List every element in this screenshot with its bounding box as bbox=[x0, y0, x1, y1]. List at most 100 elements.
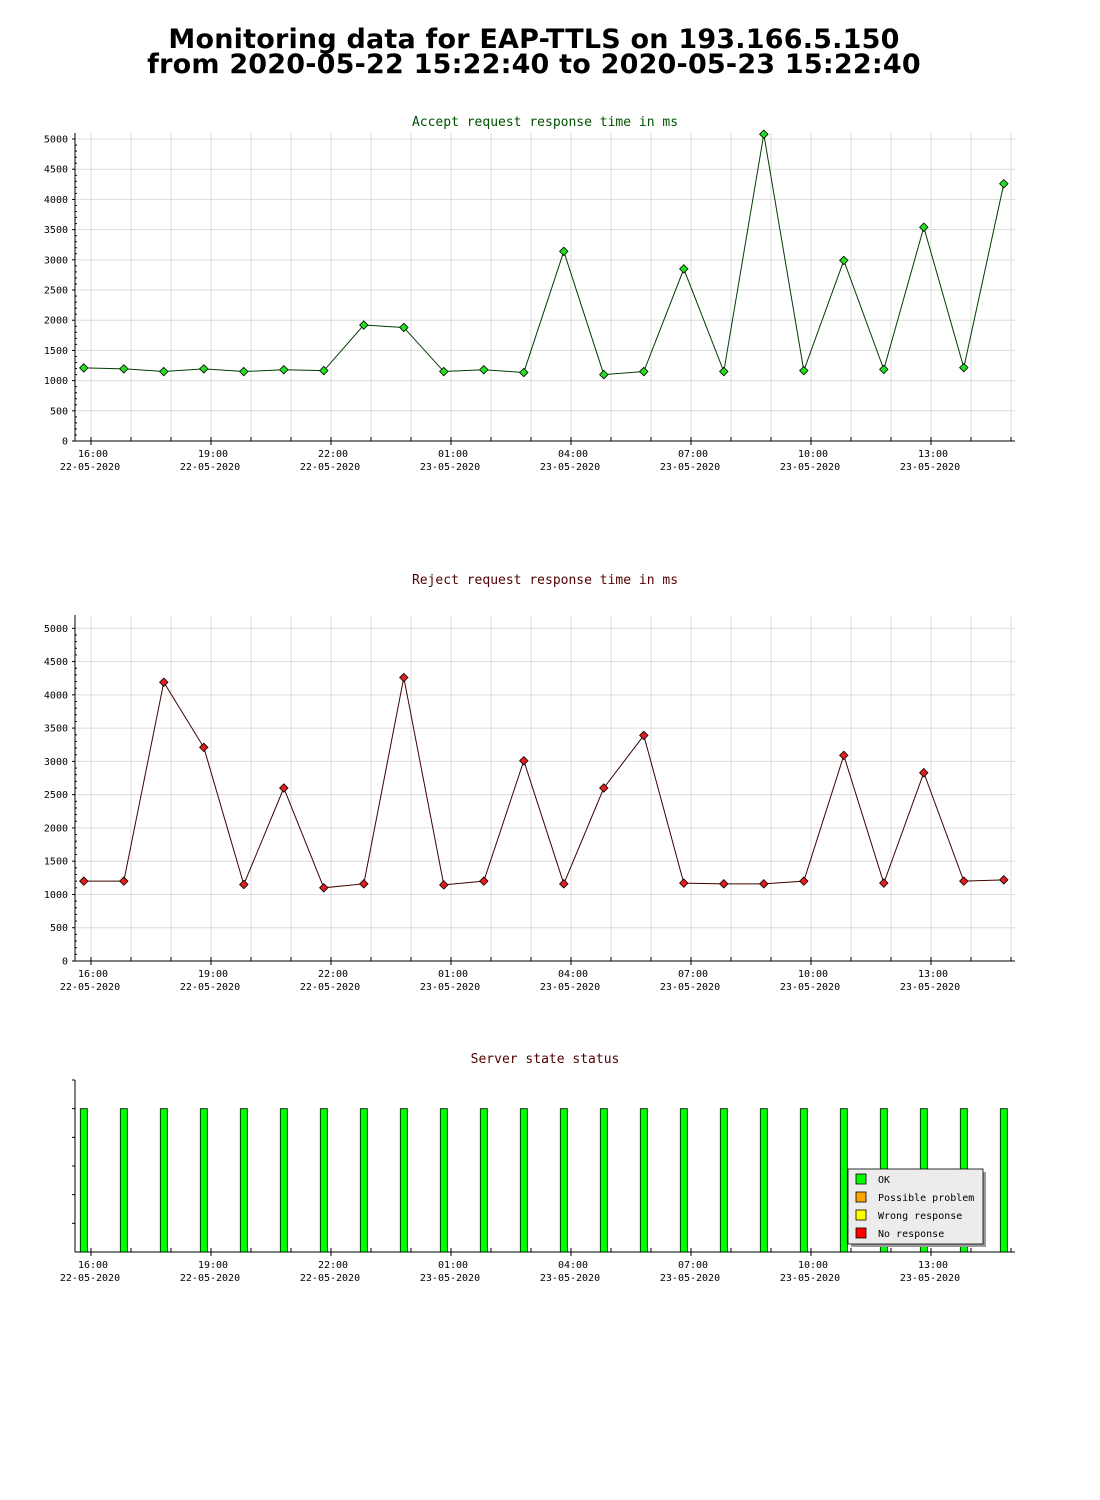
data-point bbox=[479, 876, 489, 886]
y-tick-label: 1000 bbox=[44, 890, 68, 901]
status-bar bbox=[159, 1108, 168, 1253]
y-tick-label: 1500 bbox=[44, 857, 68, 868]
data-point bbox=[559, 879, 569, 889]
x-tick-time: 07:00 bbox=[678, 1260, 708, 1271]
x-tick-time: 22:00 bbox=[318, 969, 348, 980]
data-point bbox=[719, 366, 729, 377]
status-bar bbox=[839, 1108, 848, 1253]
x-tick-date: 23-05-2020 bbox=[780, 1273, 840, 1284]
y-tick-label: 0 bbox=[62, 437, 68, 448]
y-tick-label: 5000 bbox=[44, 135, 68, 146]
y-tick-label: 500 bbox=[50, 406, 68, 417]
x-tick-date: 22-05-2020 bbox=[60, 982, 120, 993]
data-point bbox=[199, 742, 209, 753]
x-tick-date: 22-05-2020 bbox=[60, 1273, 120, 1284]
status-bar bbox=[199, 1108, 208, 1253]
data-point bbox=[199, 364, 209, 374]
data-point bbox=[399, 322, 409, 333]
data-point bbox=[399, 672, 409, 683]
x-tick-time: 19:00 bbox=[198, 449, 228, 460]
page-title-line-1: Monitoring data for EAP-TTLS on 193.166.… bbox=[168, 24, 900, 55]
x-tick-date: 23-05-2020 bbox=[660, 1273, 720, 1284]
x-tick-time: 16:00 bbox=[78, 449, 108, 460]
status-bar bbox=[559, 1108, 568, 1253]
series-line bbox=[83, 134, 1005, 376]
legend-box bbox=[847, 1168, 984, 1245]
x-tick-date: 23-05-2020 bbox=[420, 462, 480, 473]
x-tick-time: 13:00 bbox=[918, 969, 948, 980]
data-point bbox=[479, 364, 489, 375]
y-tick-label: 4000 bbox=[44, 690, 68, 701]
x-tick-time: 19:00 bbox=[198, 969, 228, 980]
data-point bbox=[759, 879, 769, 889]
y-tick-label: 500 bbox=[50, 923, 68, 934]
x-tick-time: 10:00 bbox=[798, 969, 828, 980]
data-point bbox=[759, 129, 769, 139]
x-tick-date: 22-05-2020 bbox=[300, 462, 360, 473]
x-tick-time: 04:00 bbox=[558, 449, 588, 460]
status-bar bbox=[999, 1108, 1008, 1253]
data-point bbox=[239, 366, 249, 377]
data-point bbox=[839, 255, 849, 266]
legend-label: OK bbox=[878, 1175, 890, 1186]
y-tick-label: 3500 bbox=[44, 225, 68, 236]
data-point bbox=[359, 879, 369, 889]
data-point bbox=[959, 876, 969, 886]
status-bar bbox=[799, 1108, 808, 1253]
status-bar bbox=[759, 1108, 768, 1253]
x-tick-date: 23-05-2020 bbox=[780, 462, 840, 473]
status-bar bbox=[359, 1108, 368, 1253]
y-tick-label: 4500 bbox=[44, 165, 68, 176]
data-point bbox=[599, 369, 609, 380]
data-point bbox=[639, 730, 649, 741]
chart-title-3: Server state status bbox=[471, 1052, 620, 1067]
data-point bbox=[879, 364, 889, 375]
x-tick-date: 23-05-2020 bbox=[900, 1273, 960, 1284]
data-point bbox=[799, 876, 809, 886]
status-bar bbox=[679, 1108, 688, 1253]
y-tick-label: 5000 bbox=[44, 624, 68, 635]
data-point bbox=[119, 876, 129, 886]
x-tick-time: 04:00 bbox=[558, 1260, 588, 1271]
data-point bbox=[839, 750, 849, 761]
y-tick-label: 3000 bbox=[44, 757, 68, 768]
data-point bbox=[679, 264, 689, 274]
y-tick-label: 3000 bbox=[44, 255, 68, 266]
status-bar bbox=[719, 1108, 728, 1253]
page-title-line-2: from 2020-05-22 15:22:40 to 2020-05-23 1… bbox=[147, 49, 921, 80]
x-tick-time: 07:00 bbox=[678, 969, 708, 980]
data-point bbox=[239, 879, 249, 890]
x-tick-date: 22-05-2020 bbox=[180, 1273, 240, 1284]
x-tick-time: 01:00 bbox=[438, 969, 468, 980]
chart-title-1: Accept request response time in ms bbox=[412, 115, 678, 130]
data-point bbox=[159, 677, 169, 687]
legend-label: Wrong response bbox=[878, 1211, 962, 1222]
data-point bbox=[919, 222, 929, 232]
y-tick-label: 1000 bbox=[44, 376, 68, 387]
x-tick-date: 23-05-2020 bbox=[540, 462, 600, 473]
status-bar bbox=[519, 1108, 528, 1253]
legend-swatch bbox=[855, 1173, 867, 1185]
status-bar bbox=[119, 1108, 128, 1253]
legend-label: Possible problem bbox=[878, 1193, 974, 1204]
x-tick-date: 23-05-2020 bbox=[780, 982, 840, 993]
data-point bbox=[799, 365, 809, 376]
x-tick-date: 22-05-2020 bbox=[60, 462, 120, 473]
x-tick-date: 22-05-2020 bbox=[300, 1273, 360, 1284]
y-tick-label: 2000 bbox=[44, 823, 68, 834]
y-tick-label: 1500 bbox=[44, 346, 68, 357]
x-tick-date: 23-05-2020 bbox=[660, 982, 720, 993]
data-point bbox=[999, 875, 1009, 885]
data-point bbox=[599, 783, 609, 793]
data-point bbox=[639, 366, 649, 377]
x-tick-time: 01:00 bbox=[438, 449, 468, 460]
legend-label: No response bbox=[878, 1229, 944, 1240]
data-point bbox=[159, 366, 169, 377]
x-tick-date: 23-05-2020 bbox=[660, 462, 720, 473]
data-point bbox=[279, 364, 289, 375]
chart-title-2: Reject request response time in ms bbox=[412, 573, 678, 588]
x-tick-date: 22-05-2020 bbox=[180, 462, 240, 473]
status-bar bbox=[319, 1108, 328, 1253]
x-tick-time: 22:00 bbox=[318, 449, 348, 460]
